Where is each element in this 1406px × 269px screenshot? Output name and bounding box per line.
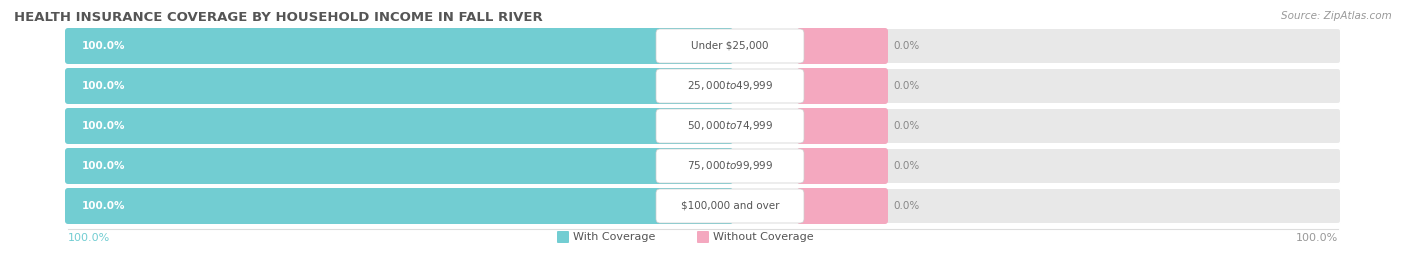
FancyBboxPatch shape xyxy=(797,148,889,184)
Text: 100.0%: 100.0% xyxy=(82,41,125,51)
Text: $50,000 to $74,999: $50,000 to $74,999 xyxy=(688,119,773,133)
FancyBboxPatch shape xyxy=(65,188,733,224)
Text: 0.0%: 0.0% xyxy=(893,121,920,131)
Text: $100,000 and over: $100,000 and over xyxy=(681,201,779,211)
Text: HEALTH INSURANCE COVERAGE BY HOUSEHOLD INCOME IN FALL RIVER: HEALTH INSURANCE COVERAGE BY HOUSEHOLD I… xyxy=(14,11,543,24)
FancyBboxPatch shape xyxy=(697,231,709,243)
FancyBboxPatch shape xyxy=(797,68,889,104)
FancyBboxPatch shape xyxy=(65,68,1341,104)
FancyBboxPatch shape xyxy=(657,189,804,223)
Text: 100.0%: 100.0% xyxy=(82,201,125,211)
Text: 100.0%: 100.0% xyxy=(82,161,125,171)
Text: Source: ZipAtlas.com: Source: ZipAtlas.com xyxy=(1281,11,1392,21)
Text: 0.0%: 0.0% xyxy=(893,81,920,91)
Text: 100.0%: 100.0% xyxy=(82,81,125,91)
Text: $25,000 to $49,999: $25,000 to $49,999 xyxy=(688,80,773,93)
FancyBboxPatch shape xyxy=(797,188,889,224)
Text: 100.0%: 100.0% xyxy=(1296,233,1339,243)
Text: Without Coverage: Without Coverage xyxy=(713,232,814,242)
FancyBboxPatch shape xyxy=(65,148,1341,184)
Text: With Coverage: With Coverage xyxy=(574,232,655,242)
Text: 100.0%: 100.0% xyxy=(67,233,110,243)
FancyBboxPatch shape xyxy=(65,148,733,184)
FancyBboxPatch shape xyxy=(65,188,1341,224)
FancyBboxPatch shape xyxy=(65,28,1341,64)
Text: 0.0%: 0.0% xyxy=(893,161,920,171)
FancyBboxPatch shape xyxy=(557,231,569,243)
FancyBboxPatch shape xyxy=(657,69,804,103)
FancyBboxPatch shape xyxy=(65,108,1341,144)
FancyBboxPatch shape xyxy=(797,108,889,144)
FancyBboxPatch shape xyxy=(657,109,804,143)
FancyBboxPatch shape xyxy=(65,28,733,64)
Text: 0.0%: 0.0% xyxy=(893,201,920,211)
FancyBboxPatch shape xyxy=(657,29,804,63)
FancyBboxPatch shape xyxy=(65,108,733,144)
FancyBboxPatch shape xyxy=(657,149,804,183)
FancyBboxPatch shape xyxy=(65,68,733,104)
Text: 100.0%: 100.0% xyxy=(82,121,125,131)
Text: 0.0%: 0.0% xyxy=(893,41,920,51)
Text: $75,000 to $99,999: $75,000 to $99,999 xyxy=(688,160,773,172)
FancyBboxPatch shape xyxy=(797,28,889,64)
Text: Under $25,000: Under $25,000 xyxy=(692,41,769,51)
